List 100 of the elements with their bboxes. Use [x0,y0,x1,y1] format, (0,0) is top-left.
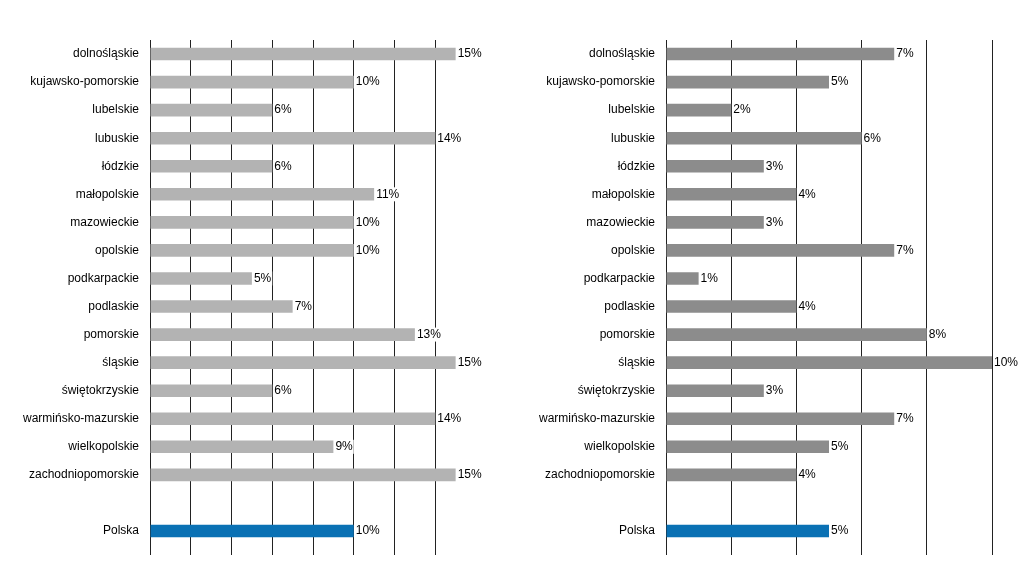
bar [150,328,415,341]
bar [666,328,927,341]
bar [666,131,862,145]
data-label: 2% [733,102,751,117]
data-label: 5% [831,439,849,454]
bar [666,187,797,201]
y-tick-label: mazowieckie [586,214,656,229]
bar [666,300,797,313]
data-label: 1% [700,270,719,285]
data-label: 7% [896,411,914,426]
y-tick-label: wielkopolskie [67,439,140,454]
data-label: 6% [274,158,292,173]
y-tick-label: warmińsko-mazurskie [537,411,656,426]
data-label: 3% [765,158,784,173]
y-tick-label: Polska [102,523,140,538]
bar [150,356,456,369]
y-tick-label: dolnośląskie [588,46,656,61]
data-label: 3% [765,214,784,229]
data-label: 6% [274,102,292,117]
data-label: 15% [457,467,482,482]
y-tick-label: lubelskie [608,102,656,117]
bar [666,356,992,369]
data-label: 7% [896,242,914,257]
y-tick-label: śląskie [102,354,140,369]
bar [666,159,764,173]
y-tick-label: zachodniopomorskie [544,467,656,482]
data-label: 15% [457,354,482,369]
bar [666,216,764,229]
y-tick-label: podlaskie [604,298,656,313]
data-label: 7% [896,46,914,61]
y-tick-label: podlaskie [88,298,140,313]
data-label: 10% [994,354,1019,369]
bar [150,103,273,117]
bar [666,272,699,285]
y-tick-label: śląskie [618,354,656,369]
data-label: 4% [798,467,817,482]
y-tick-label: lubuskie [610,130,656,145]
y-tick-label: lubuskie [94,130,140,145]
data-label: 10% [355,214,381,229]
bar [150,159,273,173]
bar [666,75,830,89]
y-tick-label: pomorskie [83,326,140,341]
bar [150,524,354,538]
data-label: 5% [831,523,849,538]
y-tick-label: pomorskie [599,326,656,341]
data-label: 14% [437,130,462,145]
y-tick-label: świętokrzyskie [61,383,140,398]
data-label: 5% [253,270,272,285]
data-label: 13% [416,326,442,341]
y-tick-label: małopolskie [75,186,140,201]
y-tick-label: lubelskie [92,102,140,117]
data-label: 4% [798,298,817,313]
y-tick-label: zachodniopomorskie [28,467,140,482]
y-tick-label: kujawsko-pomorskie [546,74,656,89]
data-label: 7% [294,298,313,313]
bar [150,300,293,313]
y-tick-label: opolskie [94,242,140,257]
bar [666,468,797,482]
bar [150,244,354,257]
data-label: 15% [457,46,482,61]
data-label: 8% [928,326,947,341]
data-label: 14% [437,411,462,426]
bar [150,75,354,89]
bar [150,412,436,426]
bar [150,272,252,285]
y-tick-label: kujawsko-pomorskie [30,74,140,89]
y-tick-label: podkarpackie [583,270,656,285]
bar [150,216,354,229]
bar [150,131,436,145]
y-tick-label: łódzkie [101,158,140,173]
y-tick-label: warmińsko-mazurskie [21,411,140,426]
data-label: 3% [765,383,784,398]
bar [666,47,895,61]
bar [150,468,456,482]
y-tick-label: świętokrzyskie [577,383,656,398]
data-label: 6% [274,383,292,398]
bar [666,440,830,454]
data-label: 11% [376,186,400,201]
y-tick-label: mazowieckie [70,214,140,229]
bar [666,412,895,426]
data-label: 9% [335,439,354,454]
data-label: 4% [798,186,817,201]
y-tick-label: łódzkie [617,158,656,173]
y-tick-label: małopolskie [591,186,656,201]
data-label: 10% [355,523,381,538]
bar [150,47,456,61]
y-tick-label: dolnośląskie [72,46,140,61]
y-tick-label: opolskie [610,242,656,257]
bar [666,103,732,117]
bar [150,440,334,454]
bar [666,384,764,398]
y-tick-label: podkarpackie [67,270,140,285]
y-tick-label: Polska [618,523,656,538]
bar [666,244,895,257]
data-label: 6% [863,130,882,145]
bar [150,384,273,398]
y-tick-label: wielkopolskie [583,439,656,454]
bar [666,524,830,538]
data-label: 10% [355,74,381,89]
data-label: 10% [355,242,381,257]
